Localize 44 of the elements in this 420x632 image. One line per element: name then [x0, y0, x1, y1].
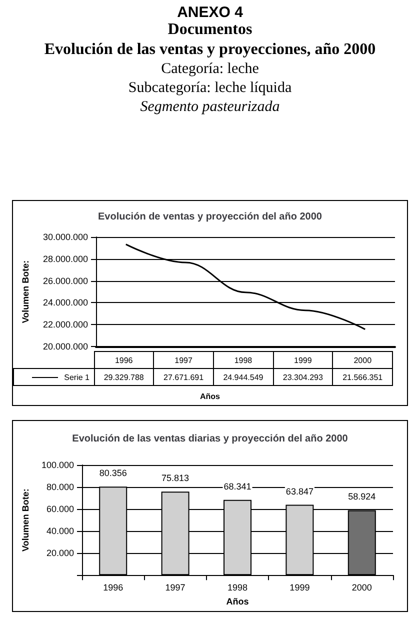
- data-label: 68.341: [224, 481, 252, 492]
- data-label: 24.944.549: [213, 368, 274, 386]
- data-label: 27.671.691: [154, 368, 214, 386]
- y-tick-label: 22.000.000: [42, 320, 88, 330]
- x-tick-label: 1996: [94, 352, 154, 368]
- data-label: 58.924: [348, 492, 376, 502]
- text: Categoría: leche: [160, 61, 260, 78]
- y-tick-label: 100.000: [41, 460, 74, 470]
- y-tick-label: 80.000: [46, 482, 74, 492]
- y-tick-label: 24.000.000: [42, 298, 88, 308]
- chart-title: Evolución de las ventas diarias y proyección del año 2000: [72, 434, 348, 444]
- x-tick-label: 1997: [165, 582, 186, 593]
- text: Documentos: [166, 21, 254, 39]
- y-tick-label: 20.000.000: [42, 342, 88, 352]
- text: Evolución de las ventas y proyecciones, año 2000: [43, 41, 377, 59]
- x-axis-title: Años: [199, 391, 221, 403]
- x-tick-label: 1998: [227, 582, 248, 593]
- y-tick-label: 60.000: [46, 504, 74, 514]
- data-label: 75.813: [162, 473, 190, 484]
- y-tick-label: 26.000.000: [42, 276, 88, 286]
- y-tick-label: 20.000: [46, 548, 74, 558]
- text: Segmento pasteurizada: [139, 99, 281, 116]
- y-axis-title: Volumen Bote:: [20, 488, 30, 552]
- data-label: 21.566.351: [332, 368, 392, 386]
- data-label: 80.356: [99, 468, 127, 478]
- legend-label: Serie 1: [14, 368, 94, 386]
- y-tick-label: 40.000: [46, 526, 74, 536]
- data-label: 23.304.293: [273, 368, 333, 386]
- x-axis-title: Años: [226, 596, 249, 606]
- text: ANEXO 4: [176, 4, 244, 21]
- x-tick-label: 1998: [213, 352, 274, 368]
- data-label: 63.847: [286, 486, 314, 496]
- y-axis-title: Volumen Bote:: [20, 260, 30, 324]
- x-tick-label: 1999: [273, 352, 333, 368]
- x-tick-label: 1996: [103, 582, 124, 593]
- x-tick-label: 1999: [290, 582, 310, 593]
- chart-title: Evolución de ventas y proyección del año 2000: [98, 212, 322, 222]
- x-tick-label: 2000: [352, 582, 372, 593]
- x-tick-label: 2000: [332, 352, 392, 368]
- y-tick-label: 28.000.000: [42, 254, 88, 264]
- x-tick-label: 1997: [154, 352, 214, 368]
- text: Subcategoría: leche líquida: [127, 80, 293, 97]
- y-tick-label: 30.000.000: [42, 232, 88, 242]
- data-label: 29.329.788: [94, 368, 154, 386]
